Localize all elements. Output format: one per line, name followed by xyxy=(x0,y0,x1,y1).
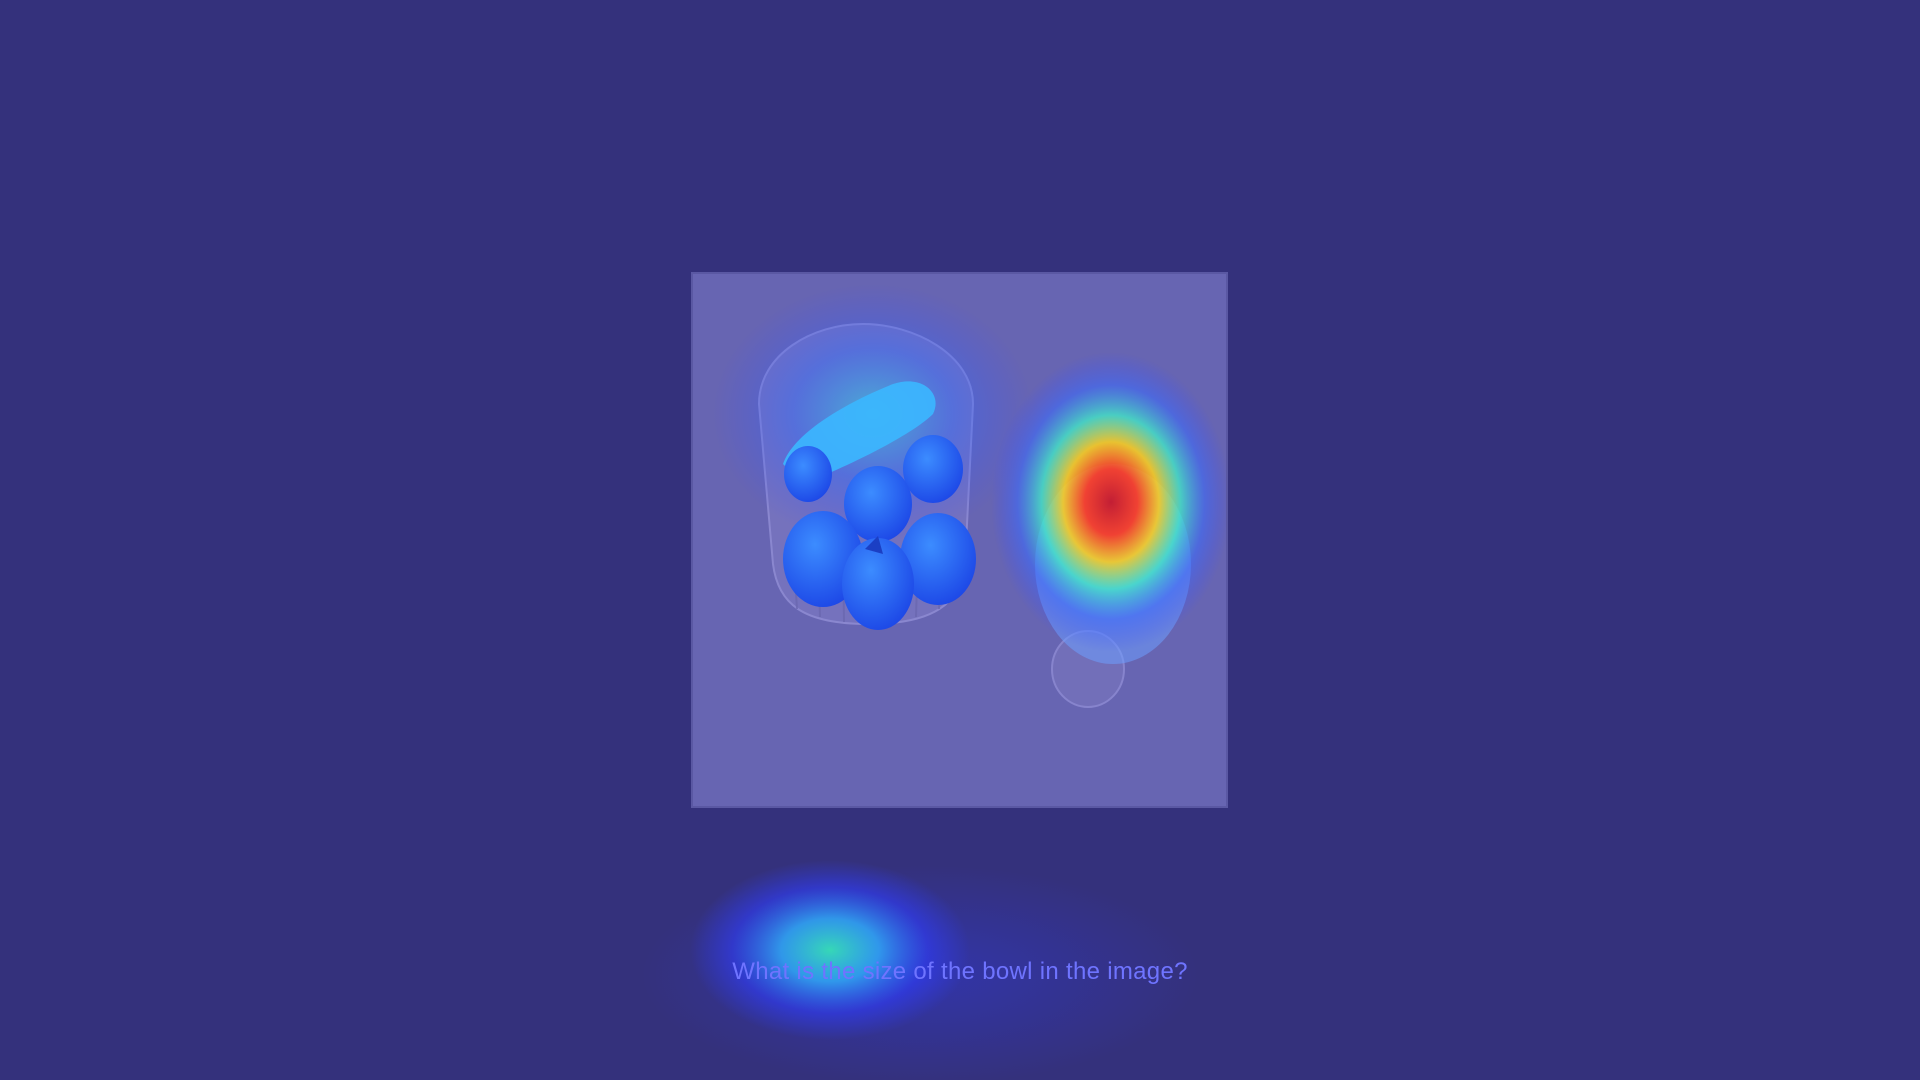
scene-svg xyxy=(713,284,1226,708)
egg-heat-region xyxy=(991,352,1226,652)
fruit-pile xyxy=(783,381,976,630)
question-text: What is the size of the bowl in the imag… xyxy=(732,958,1188,985)
attention-image-panel xyxy=(691,272,1228,808)
